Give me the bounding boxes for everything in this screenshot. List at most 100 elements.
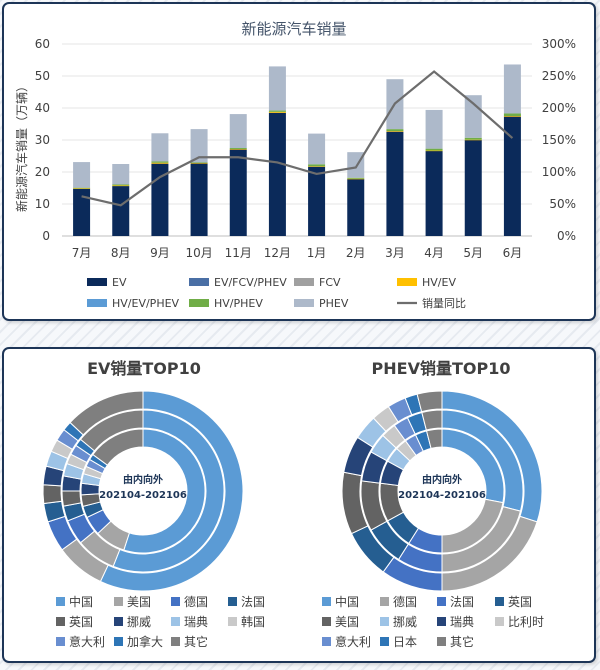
bar-segment-ev	[308, 166, 326, 236]
ring-legend-item: 瑞典	[171, 615, 208, 629]
ev-center-line-1: 由内向外	[123, 473, 163, 486]
phev-center-label: 由内向外 202104-202106	[398, 473, 486, 501]
ring-legend-label: 挪威	[393, 615, 417, 629]
legend-label: FCV	[319, 276, 341, 289]
phev-center-line-2: 202104-202106	[398, 490, 486, 501]
x-tick-label: 8月	[111, 246, 131, 260]
bar-segment-hv-ev	[229, 148, 247, 150]
y2-tick-label: 300%	[542, 37, 576, 51]
legend-swatch	[87, 299, 107, 307]
x-tick-label: 1月	[307, 246, 327, 260]
y-tick-label: 40	[35, 101, 50, 115]
y2-axis-ticks: 0% 50% 100% 150% 200% 250% 300%	[542, 37, 576, 243]
bar-segment-hv-phev	[308, 164, 326, 167]
ring-legend-label: 英国	[508, 595, 532, 609]
ring-legend-label: 其它	[450, 634, 474, 649]
x-tick-label: 11月	[225, 246, 252, 260]
ring-legend-swatch	[228, 597, 237, 606]
ring-segment-202106	[416, 390, 443, 413]
bar-segment-hv-ev	[73, 188, 91, 189]
ring-legend-swatch	[56, 637, 65, 646]
ring-legend-item: 瑞典	[437, 615, 474, 629]
ring-legend-label: 瑞典	[184, 615, 208, 629]
x-tick-label: 10月	[185, 246, 212, 260]
ring-legend-swatch	[171, 597, 180, 606]
ring-legend-item: 德国	[380, 594, 417, 609]
ring-legend-item: 韩国	[228, 614, 265, 629]
bar-segment-phev	[112, 164, 130, 185]
yoy-line	[81, 70, 514, 207]
bar-segment-phev	[190, 129, 208, 163]
ring-legend-swatch	[171, 637, 180, 646]
legend-item: EV/FCV/PHEV	[189, 276, 287, 289]
phev-top10-ring	[341, 390, 543, 592]
ring-legend-item: 日本	[380, 635, 417, 649]
ring-legend-swatch	[495, 617, 504, 626]
ring-legend-swatch	[322, 637, 331, 646]
bar-segment-ev	[229, 149, 247, 236]
bar-segment-hv-phev	[229, 148, 247, 149]
y-tick-label: 0	[42, 229, 50, 243]
y-axis-label: 新能源汽车销量（万辆）	[14, 80, 29, 212]
legend-item: FCV	[294, 276, 341, 289]
ring-legend-swatch	[56, 617, 65, 626]
y-tick-label: 20	[35, 165, 50, 179]
legend-label: EV	[112, 276, 127, 289]
bar-segment-phev	[229, 114, 247, 148]
bar-segment-phev	[151, 133, 169, 162]
bar-segment-hv-phev	[190, 162, 208, 164]
ring-legend-item: 英国	[495, 595, 532, 609]
ring-legend-label: 美国	[335, 615, 359, 629]
ring-segment-202104	[425, 428, 443, 449]
bar-segment-hv-ev	[425, 150, 443, 152]
sales-chart-panel: 新能源汽车销量 新能源汽车销量（万辆） 0 10 20 30 40 50 60 0% 50% 1…	[2, 2, 596, 321]
x-tick-label: 4月	[424, 246, 444, 260]
ring-legend-label: 加拿大	[127, 634, 163, 649]
bar-segment-hv-phev	[386, 129, 404, 132]
grid-lines	[62, 43, 532, 237]
y2-tick-label: 150%	[542, 133, 576, 147]
y2-tick-label: 250%	[542, 69, 576, 83]
ring-legend-item: 德国	[171, 594, 208, 609]
legend-label: HV/PHEV	[214, 297, 263, 310]
ring-legend-swatch	[228, 617, 237, 626]
legend-swatch	[189, 278, 209, 286]
ring-legend-swatch	[380, 617, 389, 626]
bar-segment-ev	[464, 140, 482, 236]
ring-legend-label: 其它	[184, 634, 208, 649]
bar-segment-hv-phev	[73, 187, 91, 189]
x-tick-label: 7月	[72, 246, 92, 260]
x-tick-label: 3月	[385, 246, 405, 260]
ev-center-label: 由内向外 202104-202106	[99, 473, 187, 501]
ring-legend-label: 比利时	[508, 615, 544, 629]
ring-legend-item: 其它	[437, 634, 474, 649]
y-axis-ticks: 0 10 20 30 40 50 60	[35, 37, 50, 243]
x-tick-label: 9月	[150, 246, 170, 260]
ring-legend-item: 法国	[437, 595, 474, 609]
legend-swatch	[397, 278, 417, 286]
legend-item: 销量同比	[397, 296, 466, 310]
ring-segment-202105	[79, 409, 144, 452]
legend-label: HV/EV/PHEV	[112, 297, 180, 310]
ring-legend-label: 德国	[393, 594, 417, 609]
ring-segment-202105	[421, 409, 443, 431]
bar-segment-hv-phev	[151, 161, 169, 163]
ring-legend-item: 美国	[322, 615, 359, 629]
bar-segment-ev	[347, 179, 365, 236]
ring-legend-item: 比利时	[495, 615, 544, 629]
ring-legend-swatch	[114, 637, 123, 646]
top10-ring-charts: EV销量TOP10 PHEV销量TOP10 由内向外 202104-202106…	[42, 359, 544, 649]
bar-segment-hv-ev	[190, 163, 208, 164]
ring-legend-label: 美国	[127, 595, 151, 609]
y2-tick-label: 100%	[542, 165, 576, 179]
bar-chart-title: 新能源汽车销量	[241, 20, 346, 38]
legend-label: PHEV	[319, 297, 349, 310]
ring-legend-label: 中国	[335, 594, 359, 609]
legend-swatch	[189, 299, 209, 307]
bar-segment-hv-phev	[112, 184, 130, 186]
ring-legend-label: 挪威	[127, 615, 151, 629]
x-tick-label: 6月	[503, 246, 523, 260]
bar-segment-hv-phev	[464, 137, 482, 140]
